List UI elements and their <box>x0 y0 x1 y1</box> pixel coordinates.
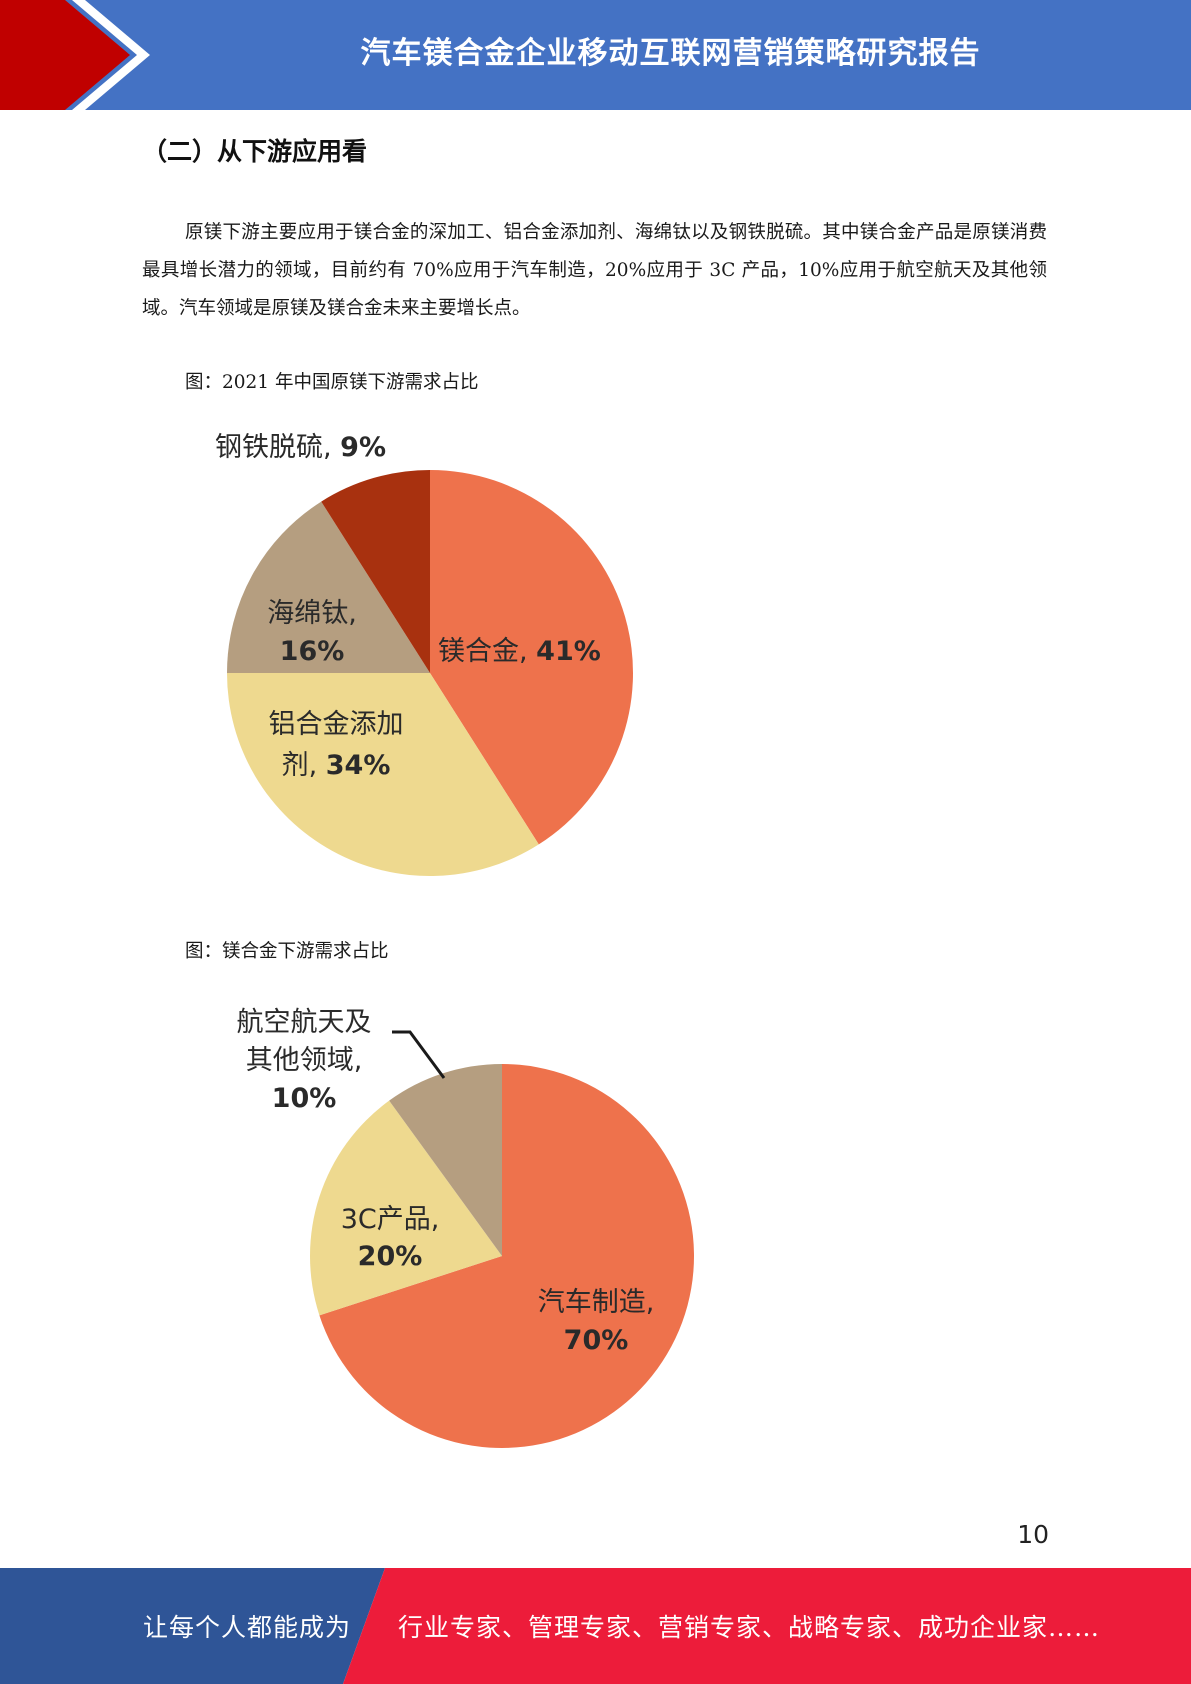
pie1-label-titanium-sponge-pct: 16% <box>280 636 345 667</box>
header-arrow-decoration <box>0 0 150 110</box>
pie1-slice-3 <box>227 501 430 673</box>
pie1-slice-2 <box>227 673 539 876</box>
footer-slogan-left: 让每个人都能成为 <box>143 1613 352 1642</box>
pie1-label-aluminum-additive: 铝合金添加 <box>269 709 404 740</box>
pie1-slice-4 <box>321 470 430 673</box>
pie2-slice-3 <box>389 1064 502 1256</box>
footer-banner: 让每个人都能成为 行业专家、管理专家、营销专家、战略专家、成功企业家…… <box>0 1568 1191 1684</box>
header-bar: 汽车镁合金企业移动互联网营销策略研究报告 <box>0 0 1191 110</box>
pie2-label-3c-products-pct: 20% <box>358 1241 423 1272</box>
pie1-slice-1 <box>430 470 633 845</box>
pie1-label-magnesium-alloy: 镁合金, 41% <box>438 636 601 667</box>
report-title: 汽车镁合金企业移动互联网营销策略研究报告 <box>360 36 981 71</box>
figure-caption-2: 图：镁合金下游需求占比 <box>185 941 389 962</box>
pie2-label-automotive-pct: 70% <box>564 1325 629 1356</box>
pie1-label-aluminum-additive-pct: 剂, 34% <box>282 750 391 781</box>
pie1-label-steel-desulfurization: 钢铁脱硫, 9% <box>215 432 386 463</box>
pie2-slice-2 <box>310 1100 502 1316</box>
footer-background <box>0 1568 1191 1684</box>
pie-charts-canvas: 钢铁脱硫, 9% 海绵钛, 16% 镁合金, 41% 铝合金添加 剂, 34% … <box>215 432 694 1449</box>
figure-caption-1: 图：2021 年中国原镁下游需求占比 <box>185 372 479 393</box>
pie-chart-1 <box>227 470 633 876</box>
body-paragraph: 原镁下游主要应用于镁合金的深加工、铝合金添加剂、海绵钛以及钢铁脱硫。其中镁合金产… <box>142 222 1047 319</box>
pie2-label-aerospace-pct: 10% <box>272 1083 337 1114</box>
footer-slogan-right: 行业专家、管理专家、营销专家、战略专家、成功企业家…… <box>398 1613 1101 1642</box>
pie2-label-aerospace-line2: 其他领域, <box>246 1045 363 1076</box>
pie2-leader-line <box>392 1030 446 1079</box>
section-heading: （二）从下游应用看 <box>142 137 368 166</box>
pie2-label-3c-products: 3C产品, <box>341 1204 440 1235</box>
pie2-label-aerospace: 航空航天及 <box>237 1007 372 1038</box>
page-number: 10 <box>1017 1520 1049 1549</box>
pie2-label-automotive: 汽车制造, <box>538 1287 655 1318</box>
pie-chart-2 <box>310 1064 694 1449</box>
pie2-slice-1 <box>319 1064 694 1449</box>
pie1-label-titanium-sponge: 海绵钛, <box>267 598 357 629</box>
